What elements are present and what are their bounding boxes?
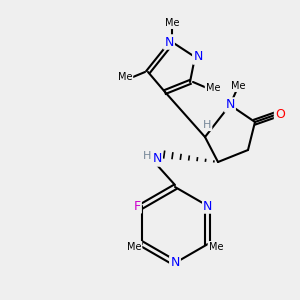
- Text: Me: Me: [165, 18, 179, 28]
- Text: O: O: [275, 109, 285, 122]
- Text: Me: Me: [118, 72, 132, 82]
- Text: H: H: [143, 151, 151, 161]
- Text: Me: Me: [127, 242, 141, 252]
- Text: N: N: [225, 98, 235, 112]
- Text: H: H: [203, 120, 211, 130]
- Text: N: N: [193, 50, 203, 64]
- Text: N: N: [203, 200, 213, 212]
- Text: N: N: [170, 256, 180, 269]
- Text: N: N: [164, 35, 174, 49]
- Text: F: F: [134, 200, 141, 212]
- Text: Me: Me: [209, 242, 223, 252]
- Text: N: N: [152, 152, 162, 166]
- Text: Me: Me: [206, 83, 220, 93]
- Text: Me: Me: [231, 81, 245, 91]
